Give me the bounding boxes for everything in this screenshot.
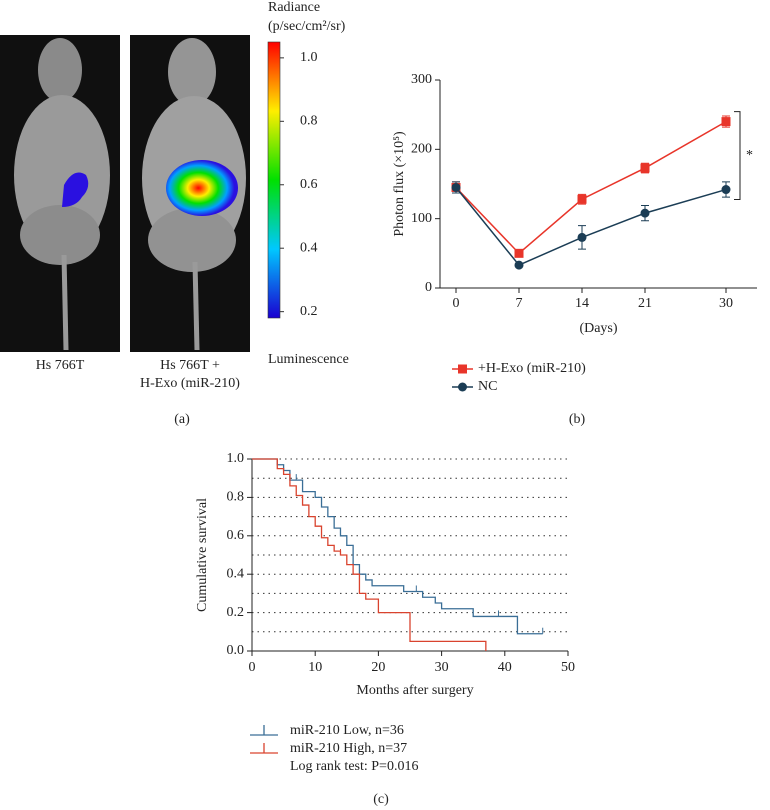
x-tick-label: 21: [638, 296, 652, 311]
colorbar-footer: Luminescence: [268, 352, 349, 367]
x-tick-label: 0: [249, 660, 256, 675]
y-axis-label: Cumulative survival: [195, 498, 210, 612]
legend-label: NC: [478, 379, 497, 394]
x-tick-label: 20: [371, 660, 385, 675]
y-tick-label: 100: [411, 211, 432, 226]
marker: [721, 185, 731, 195]
x-tick-label: 0: [453, 296, 460, 311]
x-tick-label: 30: [719, 296, 733, 311]
marker: [514, 260, 524, 270]
x-tick-label: 50: [561, 660, 575, 675]
series-line: [455, 186, 727, 267]
y-tick-label: 0.6: [227, 528, 245, 543]
marker: [514, 248, 524, 258]
image-label: H-Exo (miR-210): [140, 376, 240, 391]
panel-label: (b): [569, 412, 586, 427]
legend-label: +H-Exo (miR-210): [478, 361, 586, 376]
panel-label: (a): [174, 412, 190, 427]
colorbar-title: (p/sec/cm²/sr): [268, 19, 346, 34]
colorbar-title: Radiance: [268, 0, 320, 15]
y-tick-label: 0.4: [227, 566, 245, 581]
legend-marker: [250, 725, 278, 736]
image-label: Hs 766T +: [160, 358, 220, 373]
significance-bracket: [734, 111, 741, 201]
x-tick-label: 30: [435, 660, 449, 675]
marker: [640, 208, 650, 218]
y-tick-label: 0.2: [227, 605, 245, 620]
colorbar: [267, 41, 281, 319]
x-tick-label: 40: [498, 660, 512, 675]
x-tick-label: 14: [575, 296, 589, 311]
image-label: Hs 766T: [36, 358, 85, 373]
y-tick-label: 1.0: [227, 451, 245, 466]
colorbar-tick-label: 0.6: [300, 177, 318, 192]
x-tick-label: 7: [516, 296, 523, 311]
marker: [577, 194, 587, 204]
legend-label: miR-210 High, n=37: [290, 741, 407, 756]
survival-curve: [252, 458, 487, 651]
marker: [451, 182, 461, 192]
colorbar-tick-label: 0.4: [300, 240, 318, 255]
survival-curve: [252, 458, 543, 635]
y-tick-label: 200: [411, 142, 432, 157]
marker: [577, 232, 587, 242]
y-tick-label: 0: [425, 280, 432, 295]
marker: [640, 163, 650, 173]
mouse-image-2: [130, 35, 250, 352]
legend-label: miR-210 Low, n=36: [290, 723, 404, 738]
y-tick-label: 0.0: [227, 643, 245, 658]
note: Log rank test: P=0.016: [290, 759, 418, 774]
colorbar-tick-label: 0.8: [300, 114, 318, 129]
mouse-image-1: [0, 35, 120, 352]
y-axis-label: Photon flux (×10⁵): [392, 131, 407, 237]
y-tick-label: 300: [411, 72, 432, 87]
panel-label: (c): [373, 792, 389, 807]
colorbar-tick-label: 0.2: [300, 304, 318, 319]
x-axis-label: (Days): [579, 321, 617, 336]
y-tick-label: 0.8: [227, 490, 245, 505]
legend-marker: [250, 743, 278, 754]
x-tick-label: 10: [308, 660, 322, 675]
colorbar-tick-label: 1.0: [300, 50, 318, 65]
marker: [721, 117, 731, 127]
annotation: *: [746, 148, 753, 163]
x-axis-label: Months after surgery: [356, 683, 473, 698]
